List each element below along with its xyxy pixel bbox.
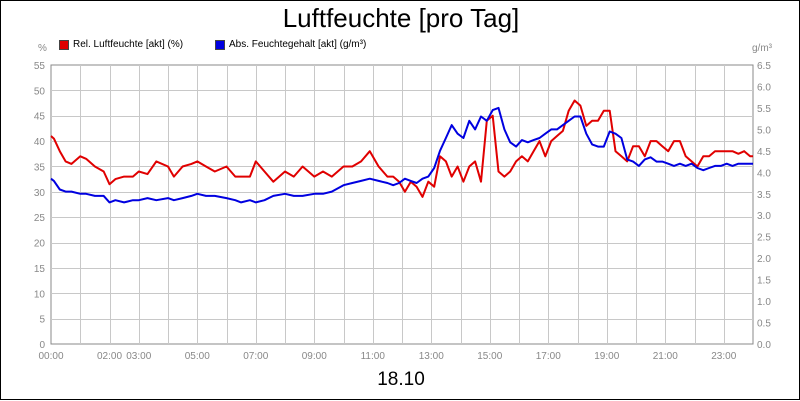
- y-right-tick-label: 0.5: [757, 319, 771, 330]
- y-right-tick-label: 6.5: [757, 61, 771, 72]
- y-right-tick-label: 5.0: [757, 125, 771, 136]
- chart-title: Luftfeuchte [pro Tag]: [282, 3, 520, 33]
- y-right-tick-label: 3.0: [757, 211, 771, 222]
- x-tick-label: 09:00: [302, 351, 327, 362]
- legend-label-rel: Rel. Luftfeuchte [akt] (%): [73, 39, 184, 50]
- right-axis-unit: g/m³: [752, 43, 772, 54]
- y-right-tick-label: 4.0: [757, 168, 771, 179]
- y-left-tick-label: 20: [34, 239, 46, 250]
- x-tick-label: 02:00: [97, 351, 122, 362]
- y-left-tick-label: 55: [34, 61, 46, 72]
- x-tick-label: 05:00: [185, 351, 210, 362]
- y-right-tick-label: 2.5: [757, 233, 771, 244]
- x-tick-label: 21:00: [653, 351, 678, 362]
- date-label: 18.10: [377, 369, 425, 390]
- x-tick-label: 15:00: [477, 351, 502, 362]
- legend-swatch-abs: [215, 39, 225, 50]
- y-left-tick-label: 25: [34, 213, 46, 224]
- y-left-tick-label: 10: [34, 289, 46, 300]
- y-right-tick-label: 1.5: [757, 276, 771, 287]
- x-tick-label: 13:00: [419, 351, 444, 362]
- y-left-tick-label: 0: [39, 340, 45, 351]
- x-tick-label: 23:00: [711, 351, 736, 362]
- x-tick-label: 00:00: [38, 351, 63, 362]
- legend-item-rel: Rel. Luftfeuchte [akt] (%): [59, 39, 183, 50]
- y-left-tick-label: 40: [34, 137, 46, 148]
- y-left-tick-label: 35: [34, 162, 46, 173]
- y-right-tick-label: 2.0: [757, 254, 771, 265]
- y-left-tick-label: 15: [34, 264, 46, 275]
- legend-label-abs: Abs. Feuchtegehalt [akt] (g/m³): [229, 39, 367, 50]
- legend-swatch-rel: [59, 39, 69, 50]
- left-axis-unit: %: [38, 43, 47, 54]
- legend-item-abs: Abs. Feuchtegehalt [akt] (g/m³): [215, 39, 366, 50]
- y-right-tick-label: 6.0: [757, 82, 771, 93]
- y-right-tick-label: 1.0: [757, 297, 771, 308]
- y-left-tick-label: 50: [34, 86, 46, 97]
- x-tick-label: 17:00: [536, 351, 561, 362]
- y-left-tick-label: 5: [39, 315, 45, 326]
- x-tick-label: 19:00: [594, 351, 619, 362]
- series-line-abs: [50, 106, 753, 204]
- x-tick-label: 07:00: [243, 351, 268, 362]
- y-right-tick-label: 4.5: [757, 147, 771, 158]
- y-right-tick-label: 3.5: [757, 190, 771, 201]
- y-right-tick-label: 0.0: [757, 340, 771, 351]
- x-tick-label: 03:00: [126, 351, 151, 362]
- x-tick-label: 11:00: [361, 351, 386, 362]
- y-right-tick-label: 5.5: [757, 104, 771, 115]
- y-left-tick-label: 45: [34, 112, 46, 123]
- y-left-tick-label: 30: [34, 188, 46, 199]
- series-line-rel: [50, 99, 753, 198]
